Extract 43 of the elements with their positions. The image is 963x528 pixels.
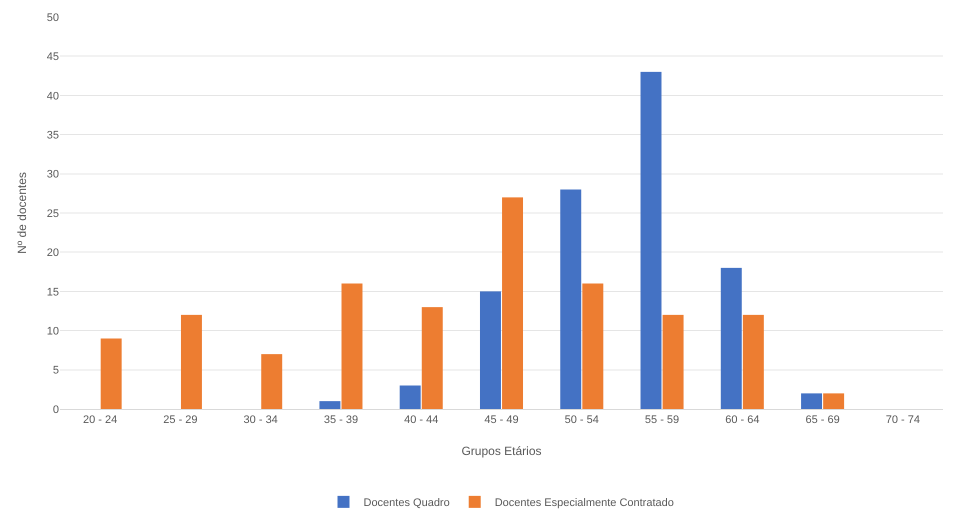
y-tick-label: 40 [46, 90, 59, 102]
bar [720, 268, 742, 409]
bar [640, 72, 662, 409]
y-tick-label: 10 [46, 325, 59, 338]
x-tick-label: 45 - 49 [484, 414, 519, 426]
x-tick-label: 60 - 64 [725, 414, 760, 426]
y-axis-title: Nº de docentes [15, 172, 29, 254]
bar [502, 197, 524, 409]
y-tick-label: 20 [46, 247, 59, 260]
y-tick-label: 30 [46, 168, 59, 181]
legend-label: Docentes Especialmente Contratado [494, 497, 674, 510]
bar [582, 284, 604, 409]
bar [823, 393, 844, 409]
bar [560, 189, 582, 409]
y-tick-label: 25 [46, 208, 59, 220]
y-tick-label: 35 [46, 129, 59, 142]
x-tick-label: 70 - 74 [886, 414, 920, 426]
bar [180, 314, 202, 409]
bar [422, 307, 443, 409]
x-tick-label: 20 - 24 [83, 414, 118, 426]
bar [100, 338, 122, 409]
y-tick-label: 45 [46, 51, 59, 64]
legend-label: Docentes Quadro [364, 497, 450, 510]
y-tick-label: 15 [46, 286, 59, 298]
x-tick-label: 50 - 54 [564, 414, 599, 426]
bar [662, 314, 684, 409]
x-axis-title: Grupos Etários [461, 444, 542, 458]
x-tick-label: 65 - 69 [805, 414, 840, 426]
bar [342, 284, 362, 409]
y-tick-label: 5 [52, 364, 59, 377]
bar [400, 385, 421, 409]
bar [261, 354, 282, 409]
x-tick-label: 25 - 29 [163, 414, 198, 426]
x-tick-label: 30 - 34 [244, 414, 278, 426]
x-tick-label: 55 - 59 [644, 414, 680, 426]
x-tick-label: 40 - 44 [404, 414, 438, 426]
bar [742, 314, 764, 409]
bar [319, 401, 340, 409]
x-tick-label: 35 - 39 [324, 414, 358, 426]
bar [801, 393, 822, 409]
y-tick-label: 0 [52, 404, 59, 416]
bar [480, 291, 501, 409]
y-tick-label: 50 [46, 12, 59, 24]
